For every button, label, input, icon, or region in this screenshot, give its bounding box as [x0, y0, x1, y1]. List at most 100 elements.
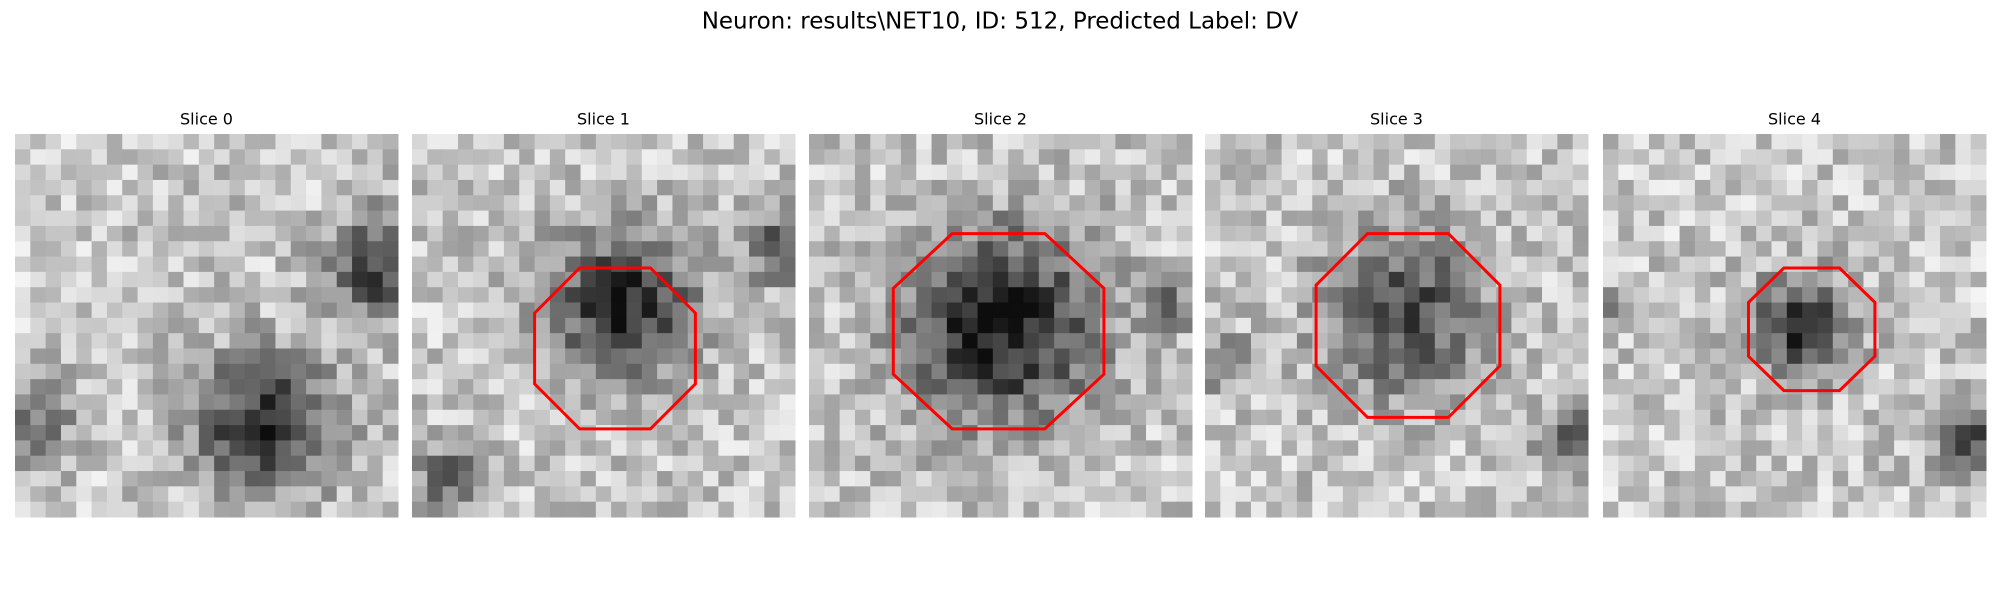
pixel — [244, 333, 261, 349]
pixel — [1342, 225, 1359, 242]
pixel — [1756, 164, 1773, 181]
pixel — [1084, 256, 1101, 273]
pixel — [1970, 195, 1987, 212]
pixel — [1388, 455, 1405, 472]
pixel — [916, 348, 933, 365]
pixel — [1023, 348, 1040, 365]
pixel — [672, 256, 689, 273]
pixel — [1633, 287, 1650, 304]
pixel — [1526, 440, 1543, 457]
pixel — [870, 134, 887, 150]
pixel — [1526, 486, 1543, 503]
pixel — [152, 440, 169, 457]
pixel — [183, 333, 200, 349]
pixel — [382, 149, 399, 166]
pixel — [1404, 379, 1420, 395]
pixel — [1281, 134, 1298, 150]
pixel — [1388, 501, 1405, 518]
pixel — [76, 455, 93, 472]
pixel — [916, 440, 933, 457]
pixel — [1358, 302, 1375, 319]
pixel — [549, 195, 566, 212]
pixel — [749, 379, 765, 395]
pixel — [809, 271, 825, 288]
pixel — [1909, 134, 1926, 150]
pixel — [1281, 471, 1298, 487]
pixel — [611, 471, 627, 487]
pixel — [1740, 241, 1757, 258]
pixel — [1648, 134, 1665, 150]
pixel — [427, 317, 444, 334]
pixel — [1894, 425, 1910, 441]
pixel — [60, 379, 77, 395]
pixel — [1526, 471, 1543, 487]
pixel — [1725, 501, 1742, 518]
pixel — [260, 348, 276, 365]
pixel — [1924, 256, 1941, 273]
pixel — [1235, 348, 1252, 365]
pixel — [1115, 348, 1132, 365]
pixel — [106, 409, 123, 426]
pixel — [839, 486, 856, 503]
pixel — [931, 440, 948, 457]
pixel — [549, 409, 566, 426]
pixel — [321, 317, 338, 334]
pixel — [1955, 471, 1972, 487]
pixel — [367, 149, 384, 166]
pixel — [1419, 302, 1436, 319]
pixel — [962, 333, 979, 349]
pixel — [1205, 164, 1221, 181]
pixel — [854, 195, 871, 212]
contour — [1314, 232, 1502, 419]
pixel — [1388, 134, 1405, 150]
pixel — [1146, 271, 1162, 288]
pixel — [519, 195, 536, 212]
pixel — [1618, 302, 1635, 319]
pixel — [1266, 195, 1283, 212]
pixel — [1404, 333, 1420, 349]
pixel — [1358, 241, 1375, 258]
pixel — [1023, 471, 1040, 487]
pixel — [900, 455, 917, 472]
pixel — [1023, 394, 1040, 411]
pixel — [1281, 425, 1298, 441]
pixel — [183, 164, 200, 181]
pixel — [457, 455, 474, 472]
pixel — [1603, 348, 1619, 365]
pixel — [1450, 394, 1466, 411]
pixel — [106, 379, 123, 395]
pixel — [641, 455, 658, 472]
pixel — [1863, 409, 1880, 426]
pixel — [1496, 149, 1512, 166]
pixel — [733, 210, 750, 227]
pixel — [76, 287, 93, 304]
pixel — [1235, 256, 1252, 273]
pixel — [1130, 241, 1147, 258]
pixel — [137, 486, 154, 503]
pixel — [839, 302, 856, 319]
pixel — [60, 317, 77, 334]
pixel — [152, 333, 169, 349]
pixel — [1146, 287, 1162, 304]
pixel — [1205, 149, 1221, 166]
pixel — [1618, 134, 1635, 150]
pixel — [1832, 225, 1849, 242]
pixel — [672, 379, 689, 395]
pixel — [412, 409, 428, 426]
pixel — [534, 486, 551, 503]
pixel — [1848, 241, 1864, 258]
pixel — [839, 256, 856, 273]
pixel — [1419, 455, 1436, 472]
pixel — [1572, 455, 1589, 472]
pixel — [1725, 348, 1742, 365]
pixel — [367, 440, 384, 457]
pixel — [60, 440, 77, 457]
pixel — [214, 271, 230, 288]
pixel — [1220, 164, 1237, 181]
pixel — [76, 134, 93, 150]
pixel — [687, 379, 704, 395]
pixel — [1358, 333, 1375, 349]
pixel — [457, 317, 474, 334]
pixel — [198, 164, 215, 181]
pixel — [885, 256, 902, 273]
